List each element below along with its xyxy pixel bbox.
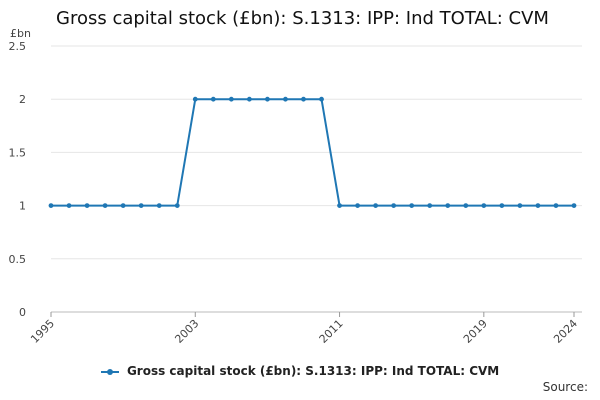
data-point (463, 203, 469, 209)
data-point (517, 203, 523, 209)
x-tick-label: 1995 (28, 317, 57, 346)
data-point (355, 203, 360, 209)
data-point (535, 203, 541, 209)
y-tick-label: 0 (19, 306, 26, 319)
data-point (427, 203, 433, 209)
data-point (84, 203, 90, 209)
x-tick-label: 2003 (172, 317, 201, 346)
series-line-0 (51, 98, 574, 207)
data-point (301, 96, 306, 102)
x-axis-ticks: 1995 2003 2011 2019 2024 (28, 312, 580, 346)
data-point (246, 96, 252, 102)
y-tick-label: 1 (19, 200, 26, 213)
data-point (373, 203, 379, 209)
y-axis-label: £bn (10, 27, 31, 40)
chart-title: Gross capital stock (£bn): S.1313: IPP: … (56, 8, 549, 29)
data-point (571, 203, 577, 209)
data-point (499, 203, 505, 209)
data-point (174, 203, 180, 209)
data-point (48, 203, 54, 209)
source-label: Source: (542, 380, 588, 394)
x-tick-label: 2024 (551, 317, 580, 346)
data-point (66, 203, 72, 209)
series-group (48, 96, 577, 209)
data-point (481, 203, 487, 209)
legend-label: Gross capital stock (£bn): S.1313: IPP: … (126, 364, 500, 378)
data-point (210, 96, 216, 102)
y-tick-label: 2 (19, 93, 26, 106)
y-tick-label: 1.5 (9, 146, 27, 159)
data-point (337, 203, 342, 209)
data-point (445, 203, 451, 209)
data-point (102, 203, 108, 209)
y-tick-label: 2.5 (9, 40, 27, 53)
data-point (265, 96, 270, 102)
data-point (156, 203, 162, 209)
gridlines (51, 45, 582, 313)
data-point (283, 96, 288, 102)
data-point (319, 96, 324, 102)
x-tick-label: 2011 (317, 317, 346, 346)
legend-swatch-icon (100, 367, 119, 377)
y-tick-label: 0.5 (9, 253, 27, 266)
data-point (228, 96, 234, 102)
data-point (192, 96, 198, 102)
y-axis-ticks: 0 0.5 1 1.5 2 2.5 (9, 40, 27, 319)
data-point (409, 203, 415, 209)
data-point (120, 203, 126, 209)
x-tick-label: 2019 (461, 317, 490, 346)
data-point (553, 203, 559, 209)
data-point (391, 203, 397, 209)
legend[interactable]: Gross capital stock (£bn): S.1313: IPP: … (0, 364, 600, 378)
data-point (138, 203, 144, 209)
